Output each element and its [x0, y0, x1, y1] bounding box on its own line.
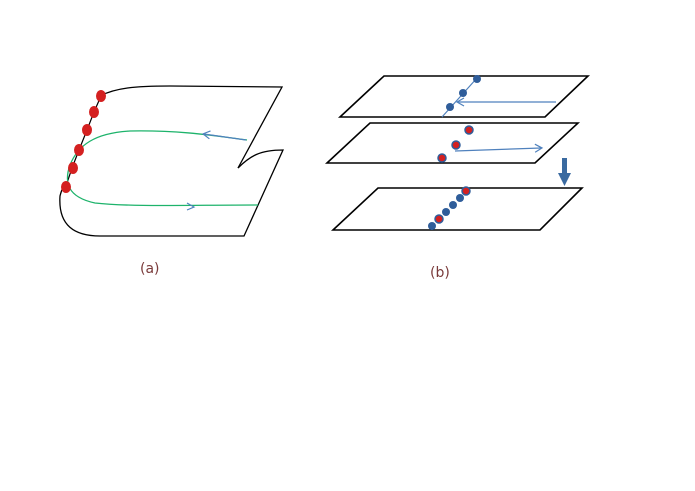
- red-blue-point: [461, 186, 471, 196]
- red-point: [74, 144, 84, 156]
- caption-a: (a): [140, 261, 160, 277]
- green-trajectory: [66, 130, 259, 207]
- red-blue-point: [434, 214, 444, 224]
- red-blue-point: [451, 140, 461, 150]
- red-blue-point: [437, 153, 447, 163]
- red-point: [96, 90, 106, 102]
- flow-arrow-lower: [186, 202, 196, 211]
- flow-arrow-upper: [201, 130, 247, 141]
- red-point: [82, 124, 92, 136]
- red-blue-point: [464, 125, 474, 135]
- plane-middle-arrow: [454, 143, 544, 153]
- red-point: [68, 162, 78, 174]
- plane-top: [337, 75, 590, 118]
- red-points: [61, 90, 106, 193]
- blue-point: [456, 194, 464, 202]
- red-point: [61, 181, 71, 193]
- plane-middle: [324, 122, 581, 164]
- red-point: [89, 106, 99, 118]
- down-arrow: [558, 158, 571, 186]
- panel-a: [59, 85, 285, 237]
- blue-point: [459, 89, 467, 97]
- plane-bottom: [330, 187, 584, 231]
- upper-sheet-outline: [99, 85, 284, 169]
- caption-b: (b): [430, 265, 450, 281]
- blue-point: [428, 222, 436, 230]
- panel-b: [324, 75, 590, 231]
- plane-top-line: [441, 77, 478, 118]
- blue-point: [449, 201, 457, 209]
- blue-point: [442, 208, 450, 216]
- plane-middle-points: [437, 125, 474, 163]
- plane-top-points: [446, 75, 481, 111]
- lower-sheet-outline: [59, 149, 285, 237]
- plane-bottom-points: [428, 186, 471, 230]
- blue-point: [446, 103, 454, 111]
- blue-point: [473, 75, 481, 83]
